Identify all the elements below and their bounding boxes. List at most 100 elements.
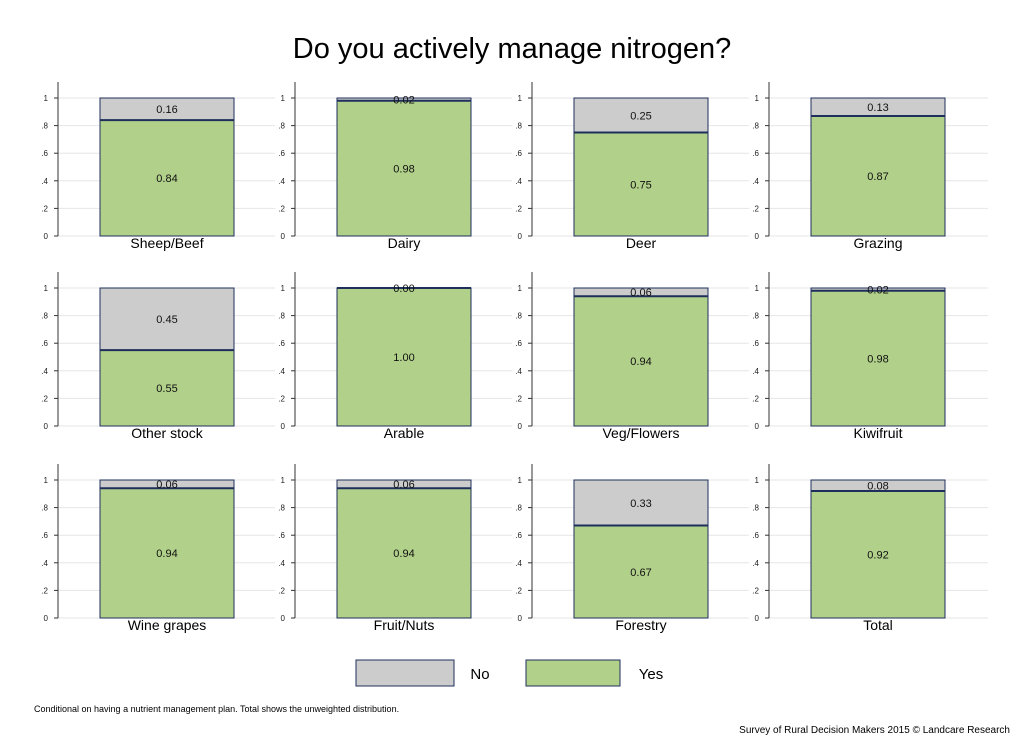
- y-tick-label: .6: [515, 149, 522, 158]
- y-tick-label: .4: [515, 559, 522, 568]
- category-label: Kiwifruit: [853, 425, 902, 441]
- bar-yes: [810, 490, 946, 619]
- bar-no: [573, 479, 709, 527]
- category-label: Veg/Flowers: [602, 425, 679, 441]
- y-tick-label: .2: [278, 586, 285, 595]
- y-tick-label: .6: [278, 339, 285, 348]
- y-tick-label: 1: [518, 284, 523, 293]
- data-label-no: 0.25: [630, 110, 651, 122]
- y-tick-label: 0: [281, 422, 286, 431]
- y-tick-label: .8: [41, 312, 48, 321]
- y-tick-label: .4: [278, 177, 285, 186]
- y-tick-label: 0: [518, 232, 523, 241]
- y-tick-label: .6: [41, 531, 48, 540]
- panel-arable: 0 .2 .4 .6 .8 1 1.00 0.00 Arable: [278, 272, 512, 441]
- y-tick-label: .6: [515, 531, 522, 540]
- data-label-no: 0.13: [867, 102, 888, 114]
- panel-fruit-nuts: 0 .2 .4 .6 .8 1 0.94 0.06 Fruit/Nuts: [278, 464, 512, 633]
- data-label-yes: 0.67: [630, 567, 651, 579]
- category-label: Deer: [626, 235, 657, 251]
- y-tick-label: 1: [44, 284, 49, 293]
- y-tick-label: 0: [518, 422, 523, 431]
- y-tick-label: .4: [41, 367, 48, 376]
- legend-label-yes: Yes: [639, 666, 663, 683]
- y-tick-label: .8: [41, 122, 48, 131]
- category-label: Wine grapes: [128, 617, 207, 633]
- data-label-no: 0.02: [867, 284, 888, 296]
- y-tick-label: 1: [518, 94, 523, 103]
- panel-kiwifruit: 0 .2 .4 .6 .8 1 0.98 0.02 Kiwifruit: [752, 272, 988, 441]
- y-tick-label: 0: [44, 614, 49, 623]
- panel-sheep-beef: 0 .2 .4 .6 .8 1 0.84 0.16 Sheep/Beef: [41, 82, 275, 251]
- y-tick-label: 0: [755, 232, 760, 241]
- chart-title: Do you actively manage nitrogen?: [293, 33, 731, 65]
- y-tick-label: 1: [44, 94, 49, 103]
- y-tick-label: 1: [281, 94, 286, 103]
- data-label-yes: 0.92: [867, 550, 888, 562]
- data-label-yes: 0.98: [393, 163, 414, 175]
- data-label-no: 0.33: [630, 498, 651, 510]
- y-tick-label: .6: [278, 531, 285, 540]
- y-tick-label: .8: [41, 504, 48, 513]
- y-tick-label: .4: [752, 177, 759, 186]
- panel-wine-grapes: 0 .2 .4 .6 .8 1 0.94 0.06 Wine grapes: [41, 464, 275, 633]
- data-label-yes: 0.94: [393, 548, 414, 560]
- bar-yes: [336, 100, 472, 237]
- y-tick-label: .8: [752, 122, 759, 131]
- panel-forestry: 0 .2 .4 .6 .8 1 0.67 0.33 Forestry: [515, 464, 749, 633]
- category-label: Arable: [384, 425, 425, 441]
- y-tick-label: .8: [515, 312, 522, 321]
- bar-yes: [99, 487, 235, 619]
- bar-no: [573, 97, 709, 133]
- data-label-yes: 0.94: [630, 356, 651, 368]
- y-tick-label: .8: [278, 312, 285, 321]
- y-tick-label: .8: [752, 504, 759, 513]
- y-tick-label: .2: [752, 394, 759, 403]
- y-tick-label: .6: [41, 339, 48, 348]
- y-tick-label: .4: [752, 367, 759, 376]
- data-label-no: 0.45: [156, 314, 177, 326]
- bar-yes: [810, 115, 946, 237]
- panel-deer: 0 .2 .4 .6 .8 1 0.75 0.25 Deer: [515, 82, 749, 251]
- y-tick-label: .2: [515, 204, 522, 213]
- data-label-no: 0.06: [156, 479, 177, 491]
- panel-grazing: 0 .2 .4 .6 .8 1 0.87 0.13 Grazing: [752, 82, 988, 251]
- data-label-yes: 0.55: [156, 383, 177, 395]
- data-label-yes: 0.75: [630, 179, 651, 191]
- y-tick-label: 1: [755, 476, 760, 485]
- category-label: Other stock: [131, 425, 204, 441]
- y-tick-label: .4: [752, 559, 759, 568]
- legend-swatch-no: [355, 659, 455, 687]
- panel-dairy: 0 .2 .4 .6 .8 1 0.98 0.02 Dairy: [278, 82, 512, 251]
- source-credit: Survey of Rural Decision Makers 2015 © L…: [739, 725, 1010, 736]
- y-tick-label: .8: [752, 312, 759, 321]
- y-tick-label: 1: [44, 476, 49, 485]
- y-tick-label: 1: [281, 284, 286, 293]
- legend-swatch-yes: [525, 659, 621, 687]
- y-tick-label: .2: [278, 204, 285, 213]
- bar-yes: [336, 287, 472, 427]
- bar-yes: [810, 290, 946, 427]
- y-tick-label: .2: [41, 586, 48, 595]
- y-tick-label: 0: [44, 422, 49, 431]
- y-tick-label: 0: [281, 232, 286, 241]
- y-tick-label: .6: [515, 339, 522, 348]
- bar-yes: [99, 119, 235, 237]
- y-tick-label: 0: [281, 614, 286, 623]
- panel-other-stock: 0 .2 .4 .6 .8 1 0.55 0.45 Other stock: [41, 272, 275, 441]
- y-tick-label: 1: [281, 476, 286, 485]
- category-label: Grazing: [853, 235, 902, 251]
- data-label-no: 0.08: [867, 481, 888, 493]
- y-tick-label: .2: [515, 586, 522, 595]
- category-label: Total: [863, 617, 893, 633]
- y-tick-label: .8: [278, 122, 285, 131]
- y-tick-label: .4: [515, 177, 522, 186]
- bar-yes: [573, 525, 709, 619]
- panel-veg-flowers: 0 .2 .4 .6 .8 1 0.94 0.06 Veg/Flowers: [515, 272, 749, 441]
- y-tick-label: .6: [752, 531, 759, 540]
- y-tick-label: .2: [752, 586, 759, 595]
- category-label: Dairy: [388, 235, 421, 251]
- data-label-no: 0.06: [393, 479, 414, 491]
- data-label-no: 0.06: [630, 287, 651, 299]
- y-tick-label: .4: [278, 559, 285, 568]
